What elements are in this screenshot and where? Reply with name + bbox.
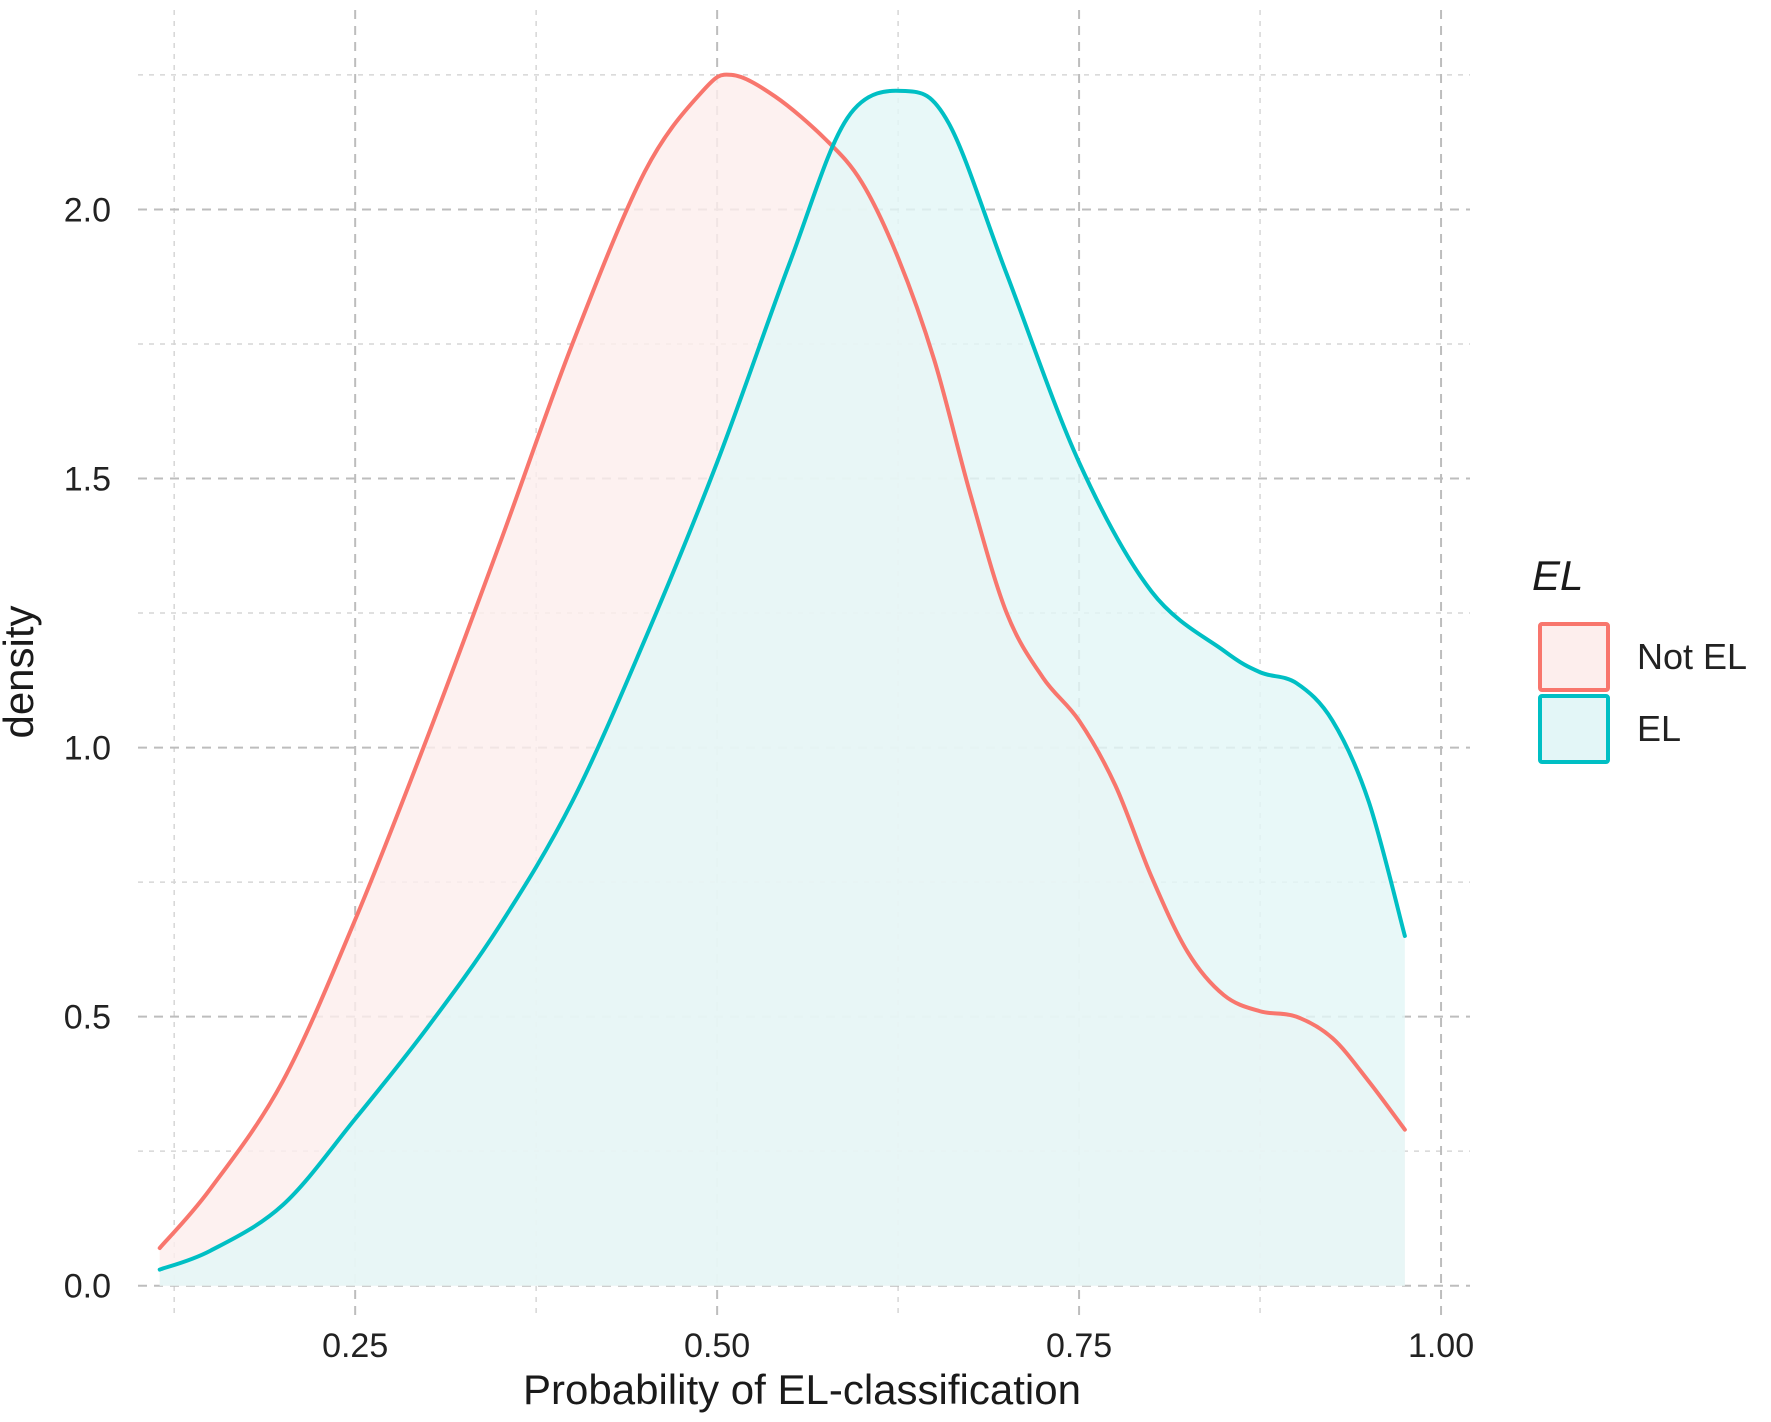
y-axis-ticks: 0.0 0.5 1.0 1.5 2.0 bbox=[64, 191, 111, 1305]
density-line-el bbox=[157, 88, 1407, 1272]
legend-label: EL bbox=[1637, 708, 1681, 749]
x-tick-label: 0.25 bbox=[322, 1327, 388, 1365]
x-axis-label: Probability of EL-classification bbox=[523, 1366, 1081, 1413]
x-tick-label: 0.75 bbox=[1046, 1327, 1112, 1365]
y-tick-label: 2.0 bbox=[64, 191, 111, 229]
density-area-el bbox=[159, 90, 1405, 1286]
legend-label: Not EL bbox=[1637, 636, 1747, 677]
y-tick-label: 1.0 bbox=[64, 730, 111, 768]
legend-item-not-el: Not EL bbox=[1538, 622, 1747, 692]
legend-title: EL bbox=[1532, 552, 1583, 599]
legend-item-el: EL bbox=[1538, 694, 1681, 764]
legend-items: Not EL EL bbox=[1538, 622, 1747, 764]
y-axis-label: density bbox=[0, 605, 42, 738]
x-axis-ticks: 0.25 0.50 0.75 1.00 bbox=[322, 1327, 1474, 1365]
density-line-not-el bbox=[157, 72, 1407, 1251]
legend-key bbox=[1538, 694, 1610, 764]
x-tick-label: 0.50 bbox=[684, 1327, 750, 1365]
legend: EL Not EL EL bbox=[1532, 552, 1747, 764]
density-lines bbox=[157, 72, 1407, 1272]
y-tick-label: 0.0 bbox=[64, 1268, 111, 1306]
legend-key bbox=[1538, 622, 1610, 692]
x-tick-label: 1.00 bbox=[1408, 1327, 1474, 1365]
density-areas bbox=[159, 74, 1405, 1286]
y-tick-label: 0.5 bbox=[64, 999, 111, 1037]
y-tick-label: 1.5 bbox=[64, 461, 111, 499]
